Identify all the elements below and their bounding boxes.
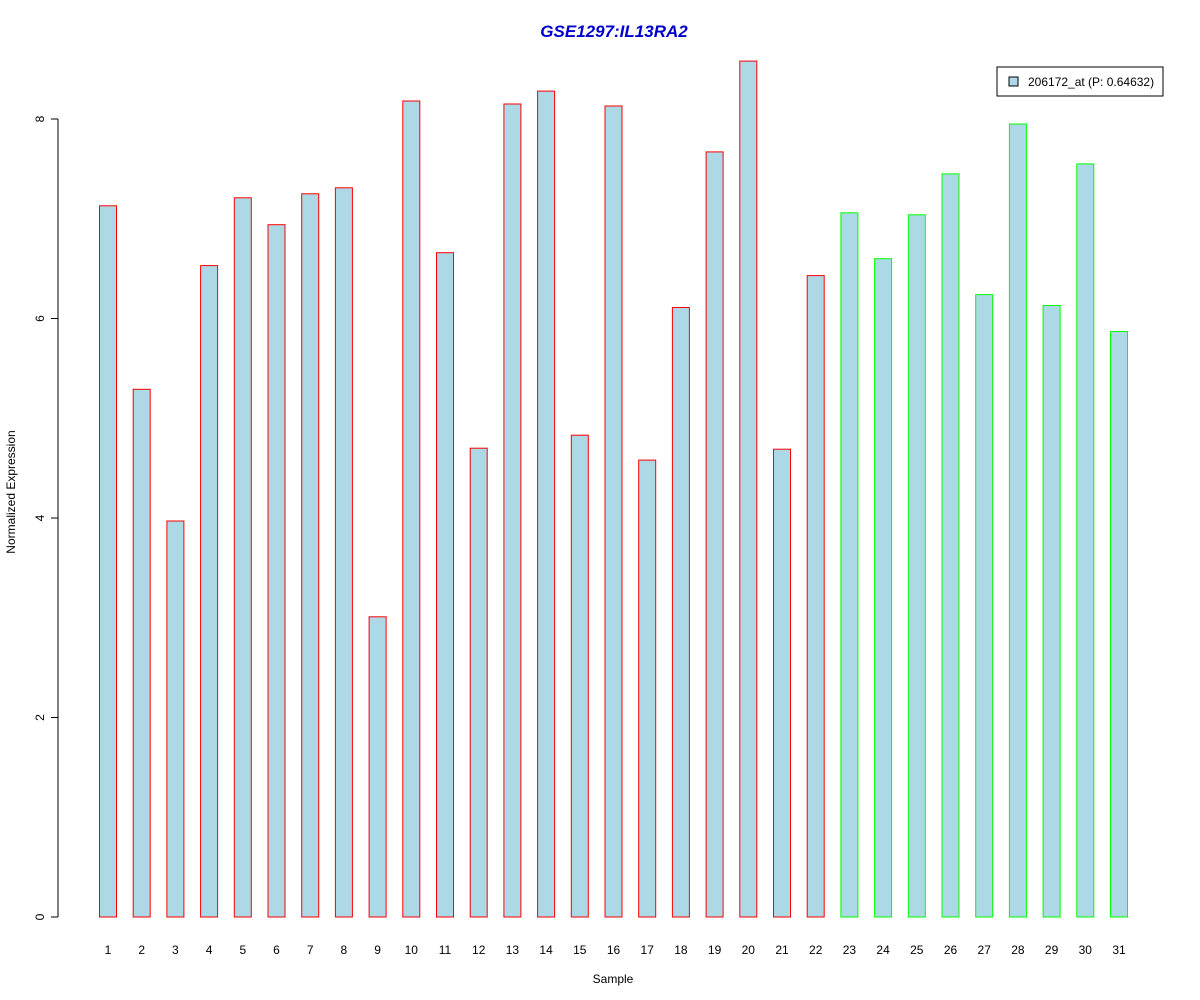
bar-sample-8 bbox=[334, 187, 353, 918]
bar-sample-28 bbox=[1008, 123, 1027, 918]
x-tick-label: 17 bbox=[641, 943, 655, 957]
bar-sample-19 bbox=[705, 151, 724, 918]
x-tick-label: 15 bbox=[573, 943, 587, 957]
x-tick-label: 22 bbox=[809, 943, 823, 957]
x-tick-label: 13 bbox=[506, 943, 520, 957]
bar-sample-13 bbox=[503, 103, 522, 918]
legend-box bbox=[996, 66, 1164, 97]
x-tick-label: 16 bbox=[607, 943, 621, 957]
bar-sample-1 bbox=[99, 205, 117, 918]
x-tick-label: 5 bbox=[239, 943, 246, 957]
x-tick-label: 8 bbox=[341, 943, 348, 957]
bar-sample-7 bbox=[301, 193, 320, 918]
bar-sample-24 bbox=[874, 258, 893, 918]
legend-label: 206172_at (P: 0.64632) bbox=[1028, 75, 1154, 89]
x-tick-label: 29 bbox=[1045, 943, 1059, 957]
x-tick-label: 27 bbox=[978, 943, 992, 957]
x-axis-title: Sample bbox=[593, 972, 634, 986]
x-axis-labels: 1 2 3 4 5 6 7 8 9 10 11 12 13 14 15 16 17 18 19 20 21 22 23 24 2… bbox=[105, 943, 1126, 957]
y-tick-label: 4 bbox=[33, 514, 47, 521]
x-tick-label: 19 bbox=[708, 943, 722, 957]
x-tick-label: 7 bbox=[307, 943, 314, 957]
x-tick-label: 4 bbox=[206, 943, 213, 957]
bar-sample-9 bbox=[368, 616, 387, 918]
bar-sample-30 bbox=[1076, 163, 1095, 918]
bar-sample-22 bbox=[806, 275, 825, 918]
x-tick-label: 26 bbox=[944, 943, 958, 957]
x-tick-label: 1 bbox=[105, 943, 112, 957]
x-tick-label: 9 bbox=[374, 943, 381, 957]
x-tick-label: 14 bbox=[539, 943, 553, 957]
x-tick-label: 11 bbox=[439, 943, 452, 957]
bars-group bbox=[99, 60, 1128, 918]
bar-sample-27 bbox=[975, 294, 994, 918]
bar-sample-31 bbox=[1110, 331, 1128, 918]
y-tick-label: 2 bbox=[33, 714, 47, 721]
y-axis: 0 2 4 6 8 bbox=[33, 115, 59, 920]
bar-sample-10 bbox=[402, 100, 421, 918]
x-tick-label: 10 bbox=[405, 943, 419, 957]
x-tick-label: 31 bbox=[1112, 943, 1126, 957]
x-tick-label: 23 bbox=[843, 943, 857, 957]
x-tick-label: 28 bbox=[1011, 943, 1025, 957]
y-axis-title: Normalized Expression bbox=[4, 430, 18, 553]
bar-sample-18 bbox=[671, 307, 690, 918]
bar-sample-2 bbox=[132, 388, 151, 918]
x-tick-label: 12 bbox=[472, 943, 486, 957]
y-tick-label: 6 bbox=[33, 315, 47, 322]
bar-sample-20 bbox=[739, 60, 758, 918]
bar-sample-23 bbox=[840, 212, 859, 918]
x-tick-label: 21 bbox=[775, 943, 789, 957]
bar-sample-12 bbox=[469, 447, 488, 918]
bar-sample-26 bbox=[941, 173, 960, 918]
bar-sample-16 bbox=[604, 105, 623, 918]
x-tick-label: 30 bbox=[1079, 943, 1093, 957]
legend: 206172_at (P: 0.64632) bbox=[996, 66, 1164, 97]
bar-sample-21 bbox=[773, 448, 791, 918]
bar-sample-15 bbox=[570, 434, 589, 918]
bar-sample-6 bbox=[267, 224, 286, 918]
x-tick-label: 2 bbox=[138, 943, 145, 957]
legend-swatch bbox=[1008, 76, 1019, 87]
bar-sample-14 bbox=[537, 90, 556, 918]
bar-sample-25 bbox=[907, 214, 926, 918]
bar-sample-29 bbox=[1042, 305, 1061, 918]
bar-sample-11 bbox=[436, 252, 454, 918]
x-tick-label: 25 bbox=[910, 943, 924, 957]
bar-sample-4 bbox=[200, 265, 219, 918]
x-tick-label: 6 bbox=[273, 943, 280, 957]
y-tick-label: 0 bbox=[33, 913, 47, 920]
x-tick-label: 24 bbox=[876, 943, 890, 957]
bar-sample-5 bbox=[233, 197, 252, 918]
x-tick-label: 20 bbox=[742, 943, 756, 957]
bar-sample-17 bbox=[638, 459, 657, 918]
x-tick-label: 3 bbox=[172, 943, 179, 957]
y-tick-label: 8 bbox=[33, 115, 47, 122]
x-tick-label: 18 bbox=[674, 943, 688, 957]
chart-title: GSE1297:IL13RA2 bbox=[540, 22, 688, 41]
bar-sample-3 bbox=[166, 520, 185, 918]
